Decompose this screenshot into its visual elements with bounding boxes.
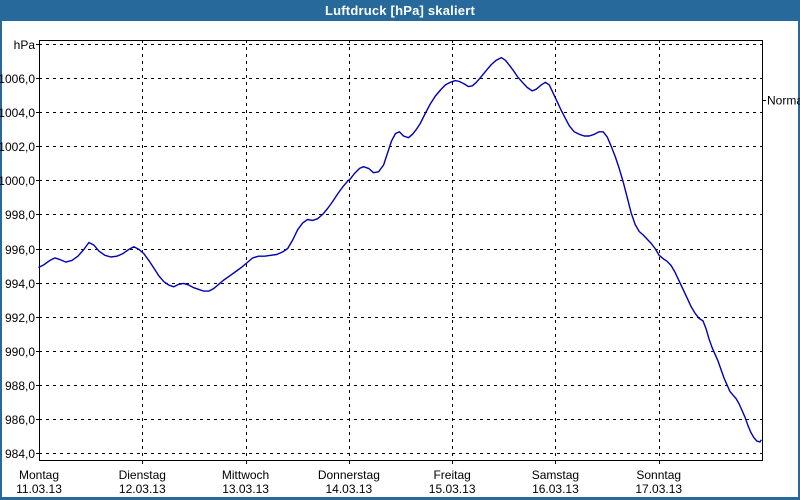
y-tick-label: 992,0 [5,311,35,325]
x-day-name: Dienstag [119,468,166,482]
x-day-date: 17.03.13 [635,482,682,496]
x-day-name: Donnerstag [318,468,380,482]
x-day-name: Freitag [433,468,470,482]
y-tick-label: 1006,0 [0,72,35,86]
x-day-date: 15.03.13 [429,482,476,496]
window-title: Luftdruck [hPa] skaliert [325,3,475,18]
y-tick-label: 1000,0 [0,174,35,188]
y-tick-label: 998,0 [5,208,35,222]
y-tick-label: 988,0 [5,379,35,393]
y-tick-label: 990,0 [5,345,35,359]
x-day-date: 11.03.13 [16,482,62,496]
normal-label: Normal [767,94,800,108]
y-tick-label: 994,0 [5,277,35,291]
y-tick-label: 984,0 [5,447,35,461]
x-day-date: 13.03.13 [222,482,269,496]
y-tick-label: 1004,0 [0,106,35,120]
pressure-curve [38,56,762,443]
y-tick-label: 986,0 [5,413,35,427]
x-day-name: Mittwoch [222,468,269,482]
y-tick-label: 996,0 [5,243,35,257]
y-tick-label: 1002,0 [0,140,35,154]
chart-background [2,21,798,497]
x-day-date: 16.03.13 [532,482,579,496]
x-day-name: Montag [19,468,59,482]
x-day-date: 12.03.13 [119,482,166,496]
x-day-date: 14.03.13 [325,482,372,496]
x-day-name: Sonntag [636,468,681,482]
title-bar: Luftdruck [hPa] skaliert [0,0,800,21]
x-day-name: Samstag [532,468,579,482]
plot-frame [39,40,763,461]
y-axis-unit-label: hPa [14,38,36,52]
